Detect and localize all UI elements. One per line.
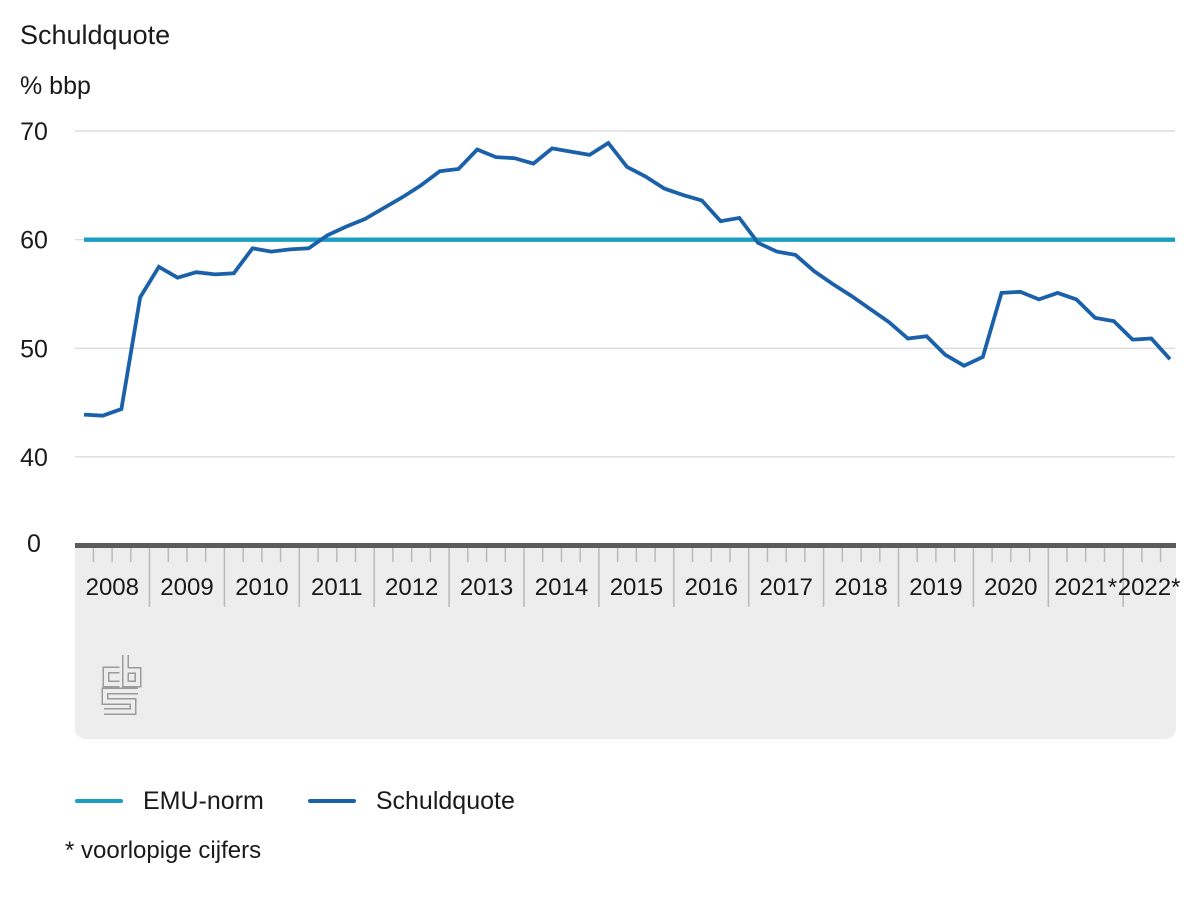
legend-item-schuldquote: Schuldquote — [307, 786, 515, 816]
y-tick-label-50: 50 — [20, 335, 48, 363]
chart-legend: EMU-norm Schuldquote — [75, 786, 515, 816]
x-year-label: 2010 — [235, 574, 288, 601]
cbs-logo-inner — [103, 689, 138, 714]
footnote: * voorlopige cijfers — [65, 837, 262, 864]
cbs-logo-inner — [123, 655, 140, 686]
x-year-label: 2015 — [610, 574, 663, 601]
x-year-label: 2013 — [460, 574, 513, 601]
line-chart: 70 60 50 40 0 2008 2009 2010 2011 2012 2013 2014 201… — [20, 118, 1181, 739]
x-year-label: 2014 — [535, 574, 588, 601]
y-tick-label-40: 40 — [20, 444, 48, 472]
legend-swatch-emu-norm — [75, 799, 123, 803]
y-tick-label-70: 70 — [20, 118, 48, 146]
legend-label-emu-norm: EMU-norm — [143, 787, 264, 815]
x-year-label: 2018 — [834, 574, 887, 601]
x-axis-line — [75, 543, 1176, 548]
x-year-label: 2008 — [86, 574, 139, 601]
page-title: Schuldquote — [20, 20, 171, 50]
x-year-label: 2009 — [160, 574, 213, 601]
x-year-label: 2020 — [984, 574, 1037, 601]
legend-label-schuldquote: Schuldquote — [375, 787, 515, 815]
x-year-label: 2017 — [760, 574, 813, 601]
y-tick-label-zero: 0 — [27, 530, 41, 558]
x-axis-band — [75, 548, 1176, 739]
x-year-label: 2021* — [1054, 574, 1117, 601]
legend-swatch-schuldquote — [307, 799, 356, 803]
y-tick-label-60: 60 — [20, 227, 48, 255]
schuldquote-line — [83, 140, 1172, 418]
x-year-label: 2012 — [385, 574, 438, 601]
cbs-logo-inner — [104, 668, 120, 686]
y-axis-unit-label: % bbp — [20, 72, 91, 100]
x-year-label: 2016 — [685, 574, 738, 601]
legend-item-emu-norm: EMU-norm — [75, 786, 264, 816]
x-year-label: 2019 — [909, 574, 962, 601]
x-year-label: 2022* — [1118, 574, 1181, 601]
x-year-label: 2011 — [311, 574, 363, 601]
